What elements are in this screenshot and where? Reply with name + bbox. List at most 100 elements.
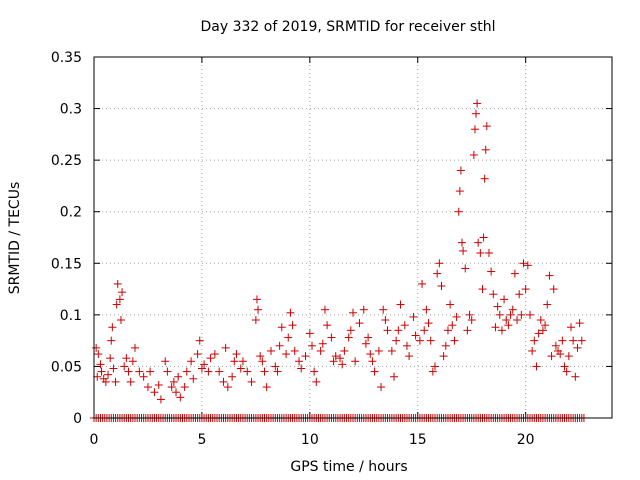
data-point (262, 383, 271, 392)
data-point (312, 377, 321, 386)
data-point (497, 326, 506, 335)
data-point (258, 357, 267, 366)
data-point (392, 336, 401, 345)
data-point (541, 321, 550, 330)
data-point (454, 207, 463, 216)
data-point (172, 388, 181, 397)
data-point (116, 316, 125, 325)
data-point (284, 333, 293, 342)
data-point (459, 246, 468, 255)
data-point (478, 285, 487, 294)
data-point (174, 372, 183, 381)
data-point (101, 377, 110, 386)
data-point (307, 341, 316, 350)
data-point (387, 346, 396, 355)
data-point (538, 326, 547, 335)
data-point (187, 357, 196, 366)
data-point (146, 367, 155, 376)
data-point (118, 288, 127, 297)
data-point (472, 109, 481, 118)
data-point (411, 331, 420, 340)
data-point (323, 321, 332, 330)
data-point (450, 336, 459, 345)
data-point (463, 326, 472, 335)
y-tick-label: 0.3 (60, 102, 82, 118)
y-tick-label: 0.35 (51, 50, 82, 66)
data-point (223, 383, 232, 392)
x-tick-label: 0 (90, 432, 99, 448)
data-point (106, 354, 115, 363)
data-point (437, 281, 446, 290)
data-point (122, 354, 131, 363)
data-point (156, 395, 165, 404)
data-point (456, 166, 465, 175)
data-point (426, 336, 435, 345)
y-tick-label: 0.05 (51, 359, 82, 375)
data-point (340, 346, 349, 355)
data-point (277, 323, 286, 332)
data-point (415, 336, 424, 345)
data-point (562, 367, 571, 376)
data-point (383, 326, 392, 335)
data-point (484, 248, 493, 257)
data-point (402, 341, 411, 350)
data-point (379, 305, 388, 314)
data-point (493, 302, 502, 311)
data-point (346, 326, 355, 335)
data-point (112, 300, 121, 309)
data-point (525, 310, 534, 319)
data-point (569, 336, 578, 345)
data-point (519, 259, 528, 268)
data-point (571, 372, 580, 381)
data-point (474, 238, 483, 247)
data-point (409, 312, 418, 321)
data-point (189, 374, 198, 383)
data-point (394, 326, 403, 335)
data-point (193, 350, 202, 359)
data-point (513, 316, 522, 325)
data-point (366, 350, 375, 359)
data-point (316, 346, 325, 355)
data-point (351, 357, 360, 366)
data-point (310, 367, 319, 376)
data-point (180, 383, 189, 392)
data-point (252, 295, 261, 304)
data-point (508, 305, 517, 314)
data-point (286, 308, 295, 317)
data-point (230, 357, 239, 366)
data-point (271, 362, 280, 371)
data-point (489, 290, 498, 299)
data-point (215, 367, 224, 376)
data-point (282, 350, 291, 359)
data-point (331, 352, 340, 361)
x-tick-label: 5 (197, 432, 206, 448)
data-point (128, 357, 137, 366)
data-point (275, 341, 284, 350)
data-point (92, 343, 101, 352)
data-point (473, 99, 482, 108)
data-point (534, 329, 543, 338)
data-point (452, 312, 461, 321)
data-point (94, 350, 103, 359)
data-point (96, 360, 105, 369)
data-point (400, 321, 409, 330)
data-point (163, 367, 172, 376)
x-tick-label: 20 (517, 432, 535, 448)
data-point (243, 367, 252, 376)
data-point (558, 336, 567, 345)
data-point (536, 316, 545, 325)
data-point (204, 367, 213, 376)
data-point (108, 323, 117, 332)
data-point (327, 333, 336, 342)
data-point (320, 305, 329, 314)
data-point (206, 354, 215, 363)
data-point (448, 321, 457, 330)
data-point (405, 352, 414, 361)
data-point (349, 308, 357, 317)
data-point (491, 323, 500, 332)
data-point (502, 316, 511, 325)
data-point (120, 362, 129, 371)
data-point (131, 343, 140, 352)
